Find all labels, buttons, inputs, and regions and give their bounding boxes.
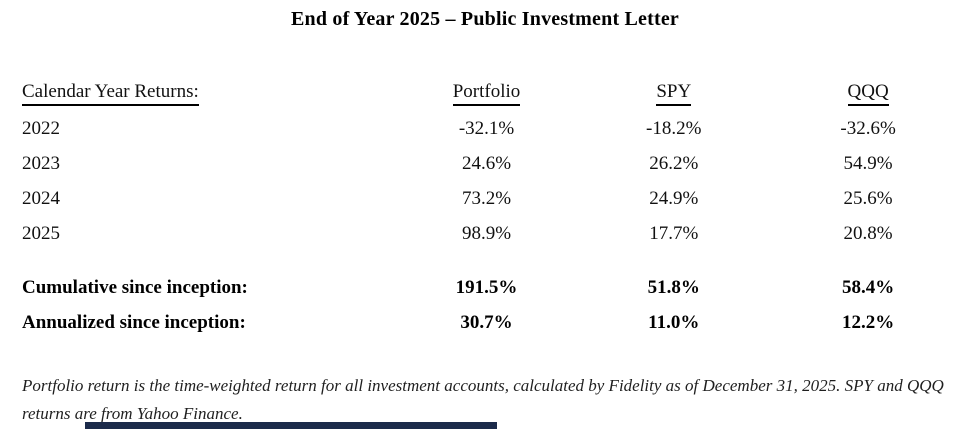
returns-table: Calendar Year Returns: Portfolio SPY QQQ… [22, 76, 970, 340]
qqq-value: 54.9% [843, 152, 893, 174]
spy-value: 11.0% [648, 311, 700, 333]
qqq-value: 20.8% [843, 222, 893, 244]
year-label: 2022 [22, 117, 60, 139]
table-row: 2022 -32.1% -18.2% -32.6% [22, 111, 970, 146]
year-label: 2024 [22, 187, 60, 209]
portfolio-value: 73.2% [461, 187, 512, 209]
qqq-value: 58.4% [841, 276, 895, 298]
table-row: 2025 98.9% 17.7% 20.8% [22, 216, 970, 251]
portfolio-value: 98.9% [461, 222, 512, 244]
qqq-value: -32.6% [840, 117, 896, 139]
table-row: 2024 73.2% 24.9% 25.6% [22, 181, 970, 216]
year-label: 2025 [22, 222, 60, 244]
summary-label: Annualized since inception: [22, 311, 246, 333]
portfolio-value: -32.1% [458, 117, 515, 139]
annualized-row: Annualized since inception: 30.7% 11.0% … [22, 305, 970, 340]
portfolio-value: 30.7% [460, 311, 513, 333]
summary-label: Cumulative since inception: [22, 276, 248, 298]
cumulative-row: Cumulative since inception: 191.5% 51.8%… [22, 270, 970, 305]
cropped-bottom-element-bar [85, 422, 497, 429]
page-title: End of Year 2025 – Public Investment Let… [290, 8, 679, 30]
footnote-text: Portfolio return is the time-weighted re… [22, 376, 944, 423]
column-header-portfolio: Portfolio [452, 81, 521, 106]
column-header-qqq: QQQ [847, 81, 889, 106]
column-header-spy: SPY [656, 81, 692, 106]
spy-value: 26.2% [649, 152, 699, 174]
portfolio-value: 191.5% [455, 276, 518, 298]
table-row: 2023 24.6% 26.2% 54.9% [22, 146, 970, 181]
row-header-label: Calendar Year Returns: [22, 81, 199, 106]
spy-value: 17.7% [649, 222, 699, 244]
table-header-row: Calendar Year Returns: Portfolio SPY QQQ [22, 76, 970, 111]
spy-value: 51.8% [647, 276, 700, 298]
spy-value: -18.2% [646, 117, 702, 139]
portfolio-value: 24.6% [461, 152, 512, 174]
spy-value: 24.9% [649, 187, 699, 209]
year-label: 2023 [22, 152, 60, 174]
qqq-value: 25.6% [843, 187, 893, 209]
qqq-value: 12.2% [841, 311, 895, 333]
table-spacer-row [22, 251, 970, 270]
